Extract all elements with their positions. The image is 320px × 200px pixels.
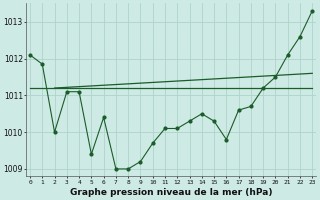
- X-axis label: Graphe pression niveau de la mer (hPa): Graphe pression niveau de la mer (hPa): [70, 188, 272, 197]
